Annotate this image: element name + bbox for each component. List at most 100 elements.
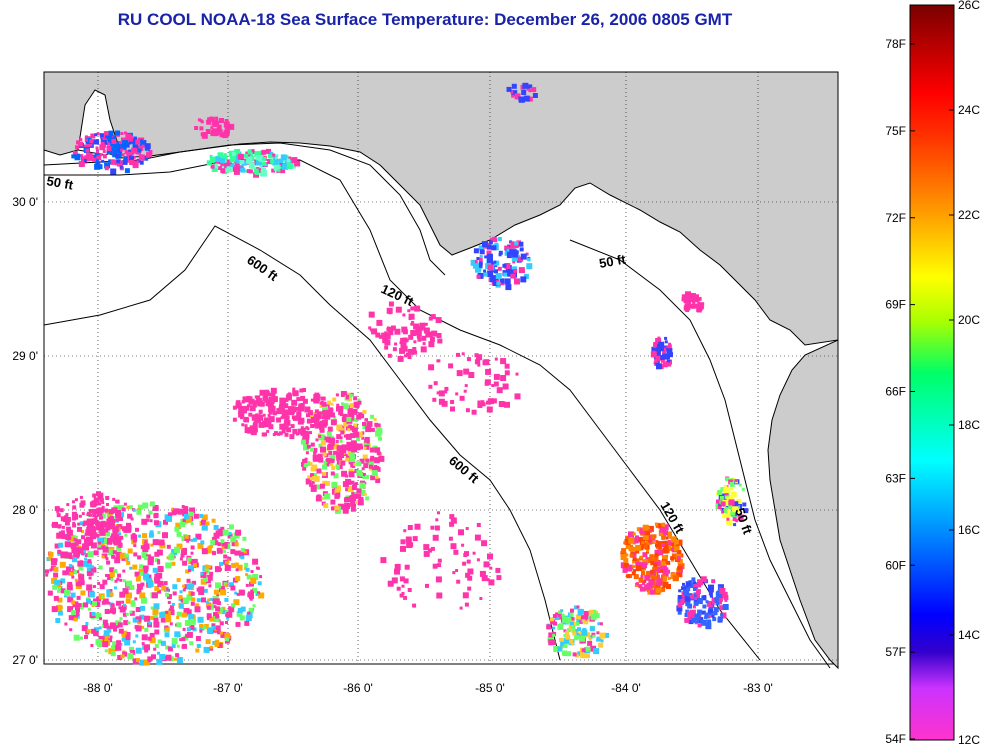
sst-pixel bbox=[85, 153, 91, 159]
sst-pixel bbox=[626, 574, 631, 579]
sst-pixel bbox=[108, 589, 113, 593]
sst-pixel bbox=[294, 406, 299, 411]
sst-pixel bbox=[361, 431, 365, 435]
sst-pixel bbox=[319, 401, 323, 405]
sst-pixel bbox=[107, 601, 111, 605]
sst-pixel bbox=[500, 358, 507, 365]
sst-pixel bbox=[115, 644, 122, 651]
sst-pixel bbox=[635, 565, 642, 572]
sst-pixel bbox=[180, 553, 185, 558]
sst-pixel bbox=[66, 566, 71, 572]
sst-pixel bbox=[149, 501, 155, 507]
sst-pixel bbox=[236, 592, 240, 596]
sst-pixel bbox=[292, 387, 296, 391]
sst-pixel bbox=[486, 400, 490, 405]
sst-pixel bbox=[56, 508, 60, 512]
sst-pixel bbox=[262, 156, 267, 161]
sst-pixel bbox=[87, 551, 94, 558]
sst-pixel bbox=[694, 294, 699, 300]
sst-pixel bbox=[64, 589, 71, 596]
sst-pixel bbox=[350, 506, 356, 512]
sst-pixel bbox=[98, 541, 102, 545]
sst-pixel bbox=[459, 395, 465, 401]
sst-pixel bbox=[96, 132, 100, 136]
sst-pixel bbox=[646, 549, 649, 553]
sst-pixel bbox=[216, 593, 220, 597]
sst-pixel bbox=[240, 167, 246, 173]
sst-pixel bbox=[213, 605, 217, 609]
sst-pixel bbox=[115, 625, 119, 629]
sst-pixel bbox=[220, 526, 225, 531]
sst-pixel bbox=[410, 330, 417, 336]
sst-pixel bbox=[717, 505, 722, 510]
sst-pixel bbox=[304, 406, 311, 413]
sst-pixel bbox=[69, 628, 73, 632]
sst-pixel bbox=[58, 542, 64, 548]
sst-pixel bbox=[118, 628, 124, 634]
sst-pixel bbox=[224, 126, 230, 132]
sst-pixel bbox=[239, 615, 245, 621]
sst-pixel bbox=[146, 644, 150, 648]
sst-pixel bbox=[202, 132, 208, 137]
sst-pixel bbox=[511, 255, 518, 262]
sst-pixel bbox=[518, 241, 524, 247]
sst-pixel bbox=[668, 535, 672, 539]
sst-pixel bbox=[254, 395, 258, 399]
sst-pixel bbox=[694, 614, 701, 620]
sst-pixel bbox=[77, 547, 84, 554]
sst-pixel bbox=[135, 647, 142, 654]
sst-pixel bbox=[585, 632, 591, 638]
sst-pixel bbox=[481, 241, 488, 248]
colorbar-c-label: 18C bbox=[958, 418, 980, 432]
sst-pixel bbox=[437, 511, 440, 515]
sst-pixel bbox=[302, 466, 307, 471]
sst-pixel bbox=[346, 441, 352, 447]
sst-pixel bbox=[86, 561, 93, 568]
sst-pixel bbox=[126, 592, 132, 599]
sst-pixel bbox=[145, 566, 149, 569]
sst-pixel bbox=[222, 549, 226, 553]
sst-pixel bbox=[91, 500, 98, 507]
sst-pixel bbox=[185, 569, 190, 574]
sst-pixel bbox=[375, 332, 381, 338]
sst-pixel bbox=[234, 591, 238, 595]
sst-pixel bbox=[489, 566, 493, 570]
sst-pixel bbox=[264, 422, 270, 428]
sst-pixel bbox=[467, 575, 473, 581]
sst-pixel bbox=[112, 526, 119, 533]
sst-pixel bbox=[579, 635, 585, 642]
sst-pixel bbox=[78, 141, 84, 147]
sst-pixel bbox=[284, 432, 289, 437]
sst-pixel bbox=[208, 584, 212, 588]
sst-pixel bbox=[50, 565, 56, 571]
sst-pixel bbox=[190, 538, 194, 542]
sst-pixel bbox=[112, 611, 116, 615]
sst-pixel bbox=[186, 631, 193, 638]
sst-pixel bbox=[201, 519, 206, 525]
sst-pixel bbox=[262, 396, 268, 402]
sst-pixel bbox=[328, 407, 334, 413]
sst-pixel bbox=[108, 638, 113, 643]
sst-pixel bbox=[89, 509, 93, 513]
sst-pixel bbox=[369, 457, 374, 462]
sst-pixel bbox=[560, 609, 564, 613]
sst-pixel bbox=[66, 570, 71, 575]
sst-pixel bbox=[142, 546, 149, 552]
sst-pixel bbox=[685, 291, 691, 298]
sst-pixel bbox=[345, 457, 350, 462]
sst-pixel bbox=[176, 622, 182, 628]
colorbar-f-label: 69F bbox=[885, 298, 906, 312]
sst-pixel bbox=[349, 452, 355, 458]
sst-pixel bbox=[511, 90, 518, 97]
sst-pixel bbox=[481, 402, 486, 407]
lon-label: -83 0' bbox=[743, 681, 773, 695]
sst-pixel bbox=[708, 587, 714, 593]
sst-pixel bbox=[297, 418, 304, 425]
sst-pixel bbox=[306, 413, 310, 418]
sst-pixel bbox=[162, 532, 168, 539]
sst-pixel bbox=[581, 648, 586, 653]
sst-pixel bbox=[370, 475, 376, 481]
sst-pixel bbox=[375, 475, 379, 479]
sst-pixel bbox=[68, 564, 72, 567]
sst-pixel bbox=[74, 578, 78, 582]
